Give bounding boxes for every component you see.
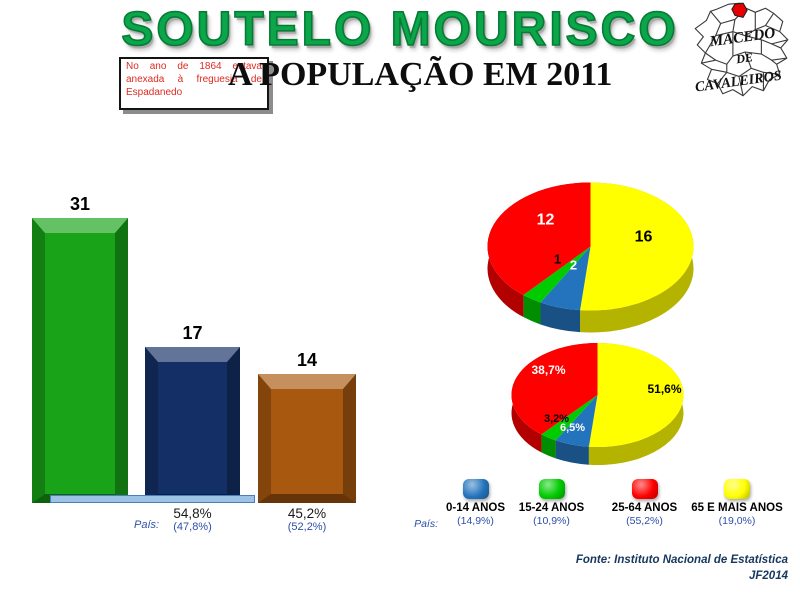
bar-pais-value: (47,8%) [173,521,212,533]
legend-swatch [631,479,658,499]
legend-item-label: 65 E MAIS ANOS [691,502,783,514]
bar-pais-value: (52,2%) [287,521,327,533]
source-text: Fonte: Instituto Nacional de Estatística [575,554,788,566]
bar-chart: 31 17 14 54,8% 45,2% (47,8%) (52,2%) [20,190,390,550]
legend-item-pais: (55,2%) [626,515,663,527]
legend-item-label: 25-64 ANOS [611,502,678,514]
municipality-logo: MACEDO DE CAVALEIROS [682,1,796,103]
pie-data-label: 3,2% [544,413,569,425]
bar [145,347,240,503]
legend-item: 15-24 ANOS (10,9%) [504,479,599,527]
pie-data-label: 51,6% [647,382,681,396]
legend-item-pais: (19,0%) [718,515,756,527]
legend-item: 0-14 ANOS (14,9%) [428,479,523,527]
pie-slice-wall [540,302,581,333]
pie-slice [541,395,598,441]
legend-swatch [724,479,750,499]
bar [258,374,356,503]
credit-text: JF2014 [748,570,788,582]
pie-chart-counts: 16 21 12 [487,182,694,333]
pie-data-label: 12 [537,212,555,229]
bar [32,218,128,503]
map-highlight-parish [731,2,748,18]
bar-value-label: 14 [296,350,318,370]
legend-pais-label: País: [414,518,438,530]
pie-slice [540,246,591,311]
legend-item-label: 15-24 ANOS [518,502,585,514]
pie-slice [588,343,684,447]
bar-value-label: 31 [69,194,91,214]
pie-data-label: 1 [554,252,561,267]
legend-swatch [462,479,489,499]
legend-swatch [538,479,565,499]
legend-item: 65 E MAIS ANOS (19,0%) [681,479,793,527]
pie-slice [523,246,591,303]
map-parish-borders [701,7,788,96]
bar-pct-label: 54,8% [173,506,212,521]
logo-line-2: DE [734,50,754,66]
pie-chart-percentages: 51,6% 6,5%3,2% 38,7% [511,343,684,465]
pie-slice [580,182,694,311]
pie-data-label: 38,7% [531,363,565,377]
bar-value-label: 17 [182,323,203,343]
legend-item: 25-64 ANOS (55,2%) [597,479,692,527]
page-subtitle: A POPULAÇÃO EM 2011 [228,56,613,93]
legend-item-label: 0-14 ANOS [445,502,505,514]
bar-pct-label: 45,2% [287,506,327,521]
pie-slice [511,343,598,435]
pie-data-label: 2 [570,258,577,273]
pie-data-label: 16 [635,229,653,246]
macedo-map: MACEDO DE CAVALEIROS [694,2,789,97]
page-title: SOUTELO MOURISCO [121,2,679,57]
note-box: No ano de 1864 estava anexada à freguesi… [119,57,269,110]
baseline-strip [50,495,255,503]
pie-slice-wall [541,434,556,459]
pie-slice-wall [523,295,541,325]
bar-pais-label: País: [134,519,160,531]
pie-slice [555,395,598,447]
pie-data-label: 6,5% [560,422,585,434]
legend-item-pais: (14,9%) [457,515,494,527]
legend-item-pais: (10,9%) [533,515,570,527]
note-text: No ano de 1864 estava anexada à freguesi… [126,61,262,98]
pie-slice-wall [555,440,589,465]
pie-slice [487,182,591,296]
